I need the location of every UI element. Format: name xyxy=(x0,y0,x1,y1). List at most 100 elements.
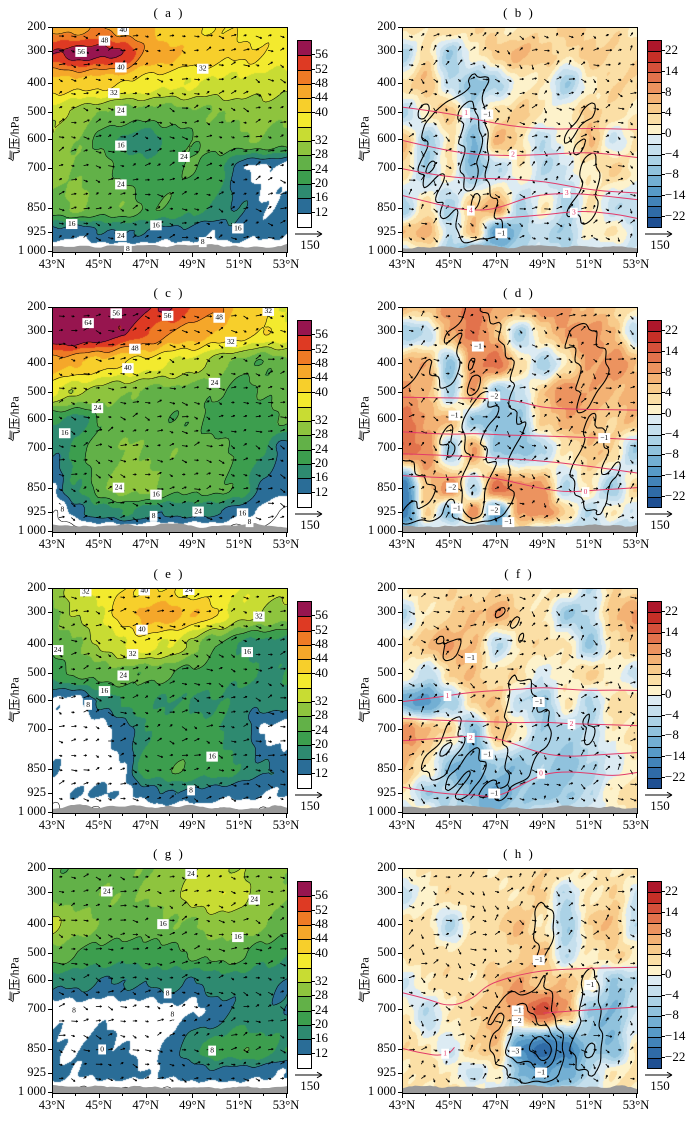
y-axis-tick xyxy=(48,331,52,333)
y-axis-tick xyxy=(48,953,52,955)
x-axis-tick xyxy=(425,252,427,255)
colorbar-label: 8 xyxy=(665,83,672,99)
colorbar-label: 20 xyxy=(315,1016,328,1032)
colorbar-tick xyxy=(311,658,315,660)
y-axis-tick xyxy=(48,392,52,394)
colorbar-label: 16 xyxy=(315,1030,328,1046)
y-axis-tick xyxy=(398,419,402,421)
colorbar-label: 14 xyxy=(665,63,678,79)
x-axis-tick xyxy=(145,532,147,537)
colorbar-tick xyxy=(661,153,665,155)
colorbar-segment xyxy=(298,406,311,422)
x-tick-label: 53°N xyxy=(272,257,300,271)
colorbar-segment xyxy=(648,736,661,747)
colorbar-segment xyxy=(298,435,311,450)
colorbar-label: 8 xyxy=(665,644,672,660)
colorbar-segment xyxy=(648,382,661,394)
panel-a-plot-canvas xyxy=(53,28,287,252)
panel-h-plot-canvas xyxy=(403,869,637,1093)
panel-e: ( e ) 气压/hPa 200 300 400 500 600 700 850 925 1 000… xyxy=(0,561,350,841)
y-axis-tick xyxy=(48,362,52,364)
y-axis-tick xyxy=(398,588,402,589)
colorbar-tick xyxy=(661,891,665,893)
y-axis-tick xyxy=(398,447,402,449)
y-axis-tick xyxy=(398,792,402,794)
vector-scale-arrow xyxy=(293,506,327,524)
x-tick-label: 43°N xyxy=(388,818,416,832)
y-tick-label: 200 xyxy=(377,19,396,33)
x-axis-tick xyxy=(589,813,591,818)
panel-f-plot-canvas xyxy=(403,589,637,813)
x-axis-tick xyxy=(612,1093,614,1096)
y-tick-label: 700 xyxy=(377,1000,396,1015)
colorbar-label: 22 xyxy=(665,883,678,899)
y-tick-label: 700 xyxy=(27,439,46,454)
colorbar-tick xyxy=(661,433,665,435)
y-axis-tick xyxy=(48,700,52,702)
colorbar-tick xyxy=(311,772,315,774)
panel-f-title: ( f ) xyxy=(504,566,534,581)
colorbar-segment xyxy=(648,602,661,613)
y-axis-tick xyxy=(48,419,52,421)
colorbar-tick xyxy=(661,776,665,778)
colorbar-tick xyxy=(311,491,315,493)
x-tick-label: 53°N xyxy=(622,257,650,271)
y-tick-label: 300 xyxy=(27,884,46,899)
colorbar-label: 0 xyxy=(665,405,672,420)
colorbar-segment xyxy=(648,351,661,363)
colorbar-tick xyxy=(311,362,315,364)
x-axis-tick xyxy=(402,532,403,537)
x-axis-tick xyxy=(636,1093,637,1098)
colorbar-tick xyxy=(311,334,315,336)
colorbar-segment xyxy=(648,434,661,445)
colorbar-segment xyxy=(648,403,661,414)
colorbar-label: −22 xyxy=(665,487,686,503)
y-tick-label: 850 xyxy=(27,479,46,494)
colorbar-segment xyxy=(298,378,311,393)
colorbar-tick xyxy=(661,1056,665,1058)
colorbar-label: 24 xyxy=(315,721,328,737)
vector-scale-arrow xyxy=(293,1067,327,1085)
x-axis-tick xyxy=(169,813,170,816)
y-tick-label: 200 xyxy=(377,580,396,594)
y-axis-tick xyxy=(398,700,402,702)
x-axis-tick xyxy=(286,252,287,257)
x-tick-label: 53°N xyxy=(272,818,300,832)
colorbar-segment xyxy=(648,1057,661,1068)
y-axis-tick xyxy=(398,643,402,645)
y-tick-label: 500 xyxy=(27,384,46,399)
panel-g-plot-canvas xyxy=(53,869,287,1093)
x-axis-tick xyxy=(565,252,567,255)
colorbar-segment xyxy=(298,1010,311,1025)
x-axis-tick xyxy=(542,1093,544,1098)
panel-d-title: ( d ) xyxy=(503,285,535,300)
x-axis-tick xyxy=(145,1093,147,1098)
y-tick-label: 1 000 xyxy=(17,523,46,537)
y-tick-label: 300 xyxy=(27,43,46,58)
x-axis-tick xyxy=(169,1093,170,1096)
panel-a: ( a ) 气压/hPa 200 300 400 500 600 700 850 925 1 000… xyxy=(0,0,350,280)
x-tick-label: 49°N xyxy=(529,537,556,551)
colorbar-tick xyxy=(661,1015,665,1017)
y-axis-tick xyxy=(398,331,402,333)
x-axis-tick xyxy=(589,1093,591,1098)
colorbar-segment xyxy=(648,164,661,176)
y-axis-tick xyxy=(398,207,402,209)
colorbar-segment xyxy=(648,985,661,996)
y-axis-tick xyxy=(398,167,402,169)
colorbar-label: −8 xyxy=(665,166,679,182)
colorbar-segment xyxy=(648,444,661,456)
colorbar-segment xyxy=(298,967,311,983)
colorbar-segment xyxy=(648,195,661,207)
colorbar-label: 22 xyxy=(665,322,678,338)
colorbar-segment xyxy=(648,767,661,778)
colorbar-tick xyxy=(661,673,665,675)
colorbar-segment xyxy=(648,455,661,466)
colorbar-tick xyxy=(661,994,665,996)
y-tick-label: 850 xyxy=(27,199,46,214)
y-axis-tick xyxy=(48,531,52,532)
colorbar-segment xyxy=(648,974,661,986)
x-axis-tick xyxy=(425,1093,427,1096)
colorbar-segment xyxy=(298,392,311,407)
